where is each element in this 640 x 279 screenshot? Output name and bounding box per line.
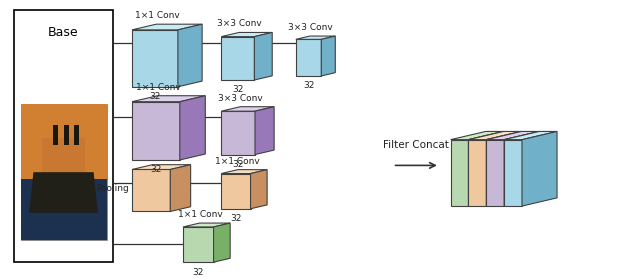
Polygon shape	[296, 36, 335, 39]
Polygon shape	[29, 172, 98, 213]
Polygon shape	[221, 37, 254, 80]
Text: 3×3 Conv: 3×3 Conv	[218, 94, 262, 103]
Bar	[14, 9, 113, 262]
Polygon shape	[221, 107, 274, 111]
Bar	[74, 125, 79, 145]
Polygon shape	[132, 30, 178, 87]
Bar	[42, 138, 85, 172]
Text: Base: Base	[48, 26, 79, 39]
Polygon shape	[468, 131, 522, 140]
Polygon shape	[255, 107, 274, 155]
Text: Pooling: Pooling	[96, 184, 129, 193]
Text: 1×1 Conv: 1×1 Conv	[135, 11, 180, 20]
Polygon shape	[504, 131, 557, 140]
Text: 3×3 Conv: 3×3 Conv	[217, 19, 262, 28]
Polygon shape	[170, 165, 191, 211]
Polygon shape	[468, 131, 504, 206]
Polygon shape	[20, 104, 106, 179]
Text: 1×1 Conv: 1×1 Conv	[215, 157, 260, 166]
Polygon shape	[183, 223, 230, 227]
Polygon shape	[451, 140, 468, 206]
Polygon shape	[321, 36, 335, 76]
Text: 32: 32	[150, 165, 162, 174]
Text: 32: 32	[149, 92, 161, 101]
Text: 32: 32	[230, 214, 241, 223]
Text: 32: 32	[232, 160, 244, 169]
Polygon shape	[132, 102, 180, 160]
Polygon shape	[221, 111, 255, 155]
Text: 32: 32	[232, 85, 243, 94]
Polygon shape	[486, 131, 540, 140]
Polygon shape	[178, 24, 202, 87]
Polygon shape	[486, 131, 522, 206]
Polygon shape	[468, 140, 486, 206]
Polygon shape	[250, 170, 267, 209]
Polygon shape	[132, 165, 191, 169]
Bar	[20, 104, 106, 240]
Bar	[53, 125, 58, 145]
Polygon shape	[214, 223, 230, 262]
Text: 1×1 Conv: 1×1 Conv	[136, 83, 181, 92]
Polygon shape	[504, 131, 540, 206]
Text: 32: 32	[303, 81, 314, 90]
Polygon shape	[221, 170, 267, 174]
Polygon shape	[183, 227, 214, 262]
Polygon shape	[504, 140, 522, 206]
Polygon shape	[486, 140, 504, 206]
Text: Filter Concat: Filter Concat	[383, 141, 449, 150]
Polygon shape	[451, 131, 504, 140]
Polygon shape	[132, 169, 170, 211]
Polygon shape	[180, 96, 205, 160]
Polygon shape	[254, 32, 272, 80]
Polygon shape	[296, 39, 321, 76]
Polygon shape	[221, 174, 250, 209]
Polygon shape	[522, 131, 557, 206]
Polygon shape	[221, 32, 272, 37]
Bar	[63, 125, 68, 145]
Text: 3×3 Conv: 3×3 Conv	[287, 23, 332, 32]
Text: 1×1 Conv: 1×1 Conv	[177, 210, 222, 219]
Polygon shape	[132, 96, 205, 102]
Text: 32: 32	[193, 268, 204, 276]
Polygon shape	[20, 179, 106, 240]
Polygon shape	[132, 24, 202, 30]
